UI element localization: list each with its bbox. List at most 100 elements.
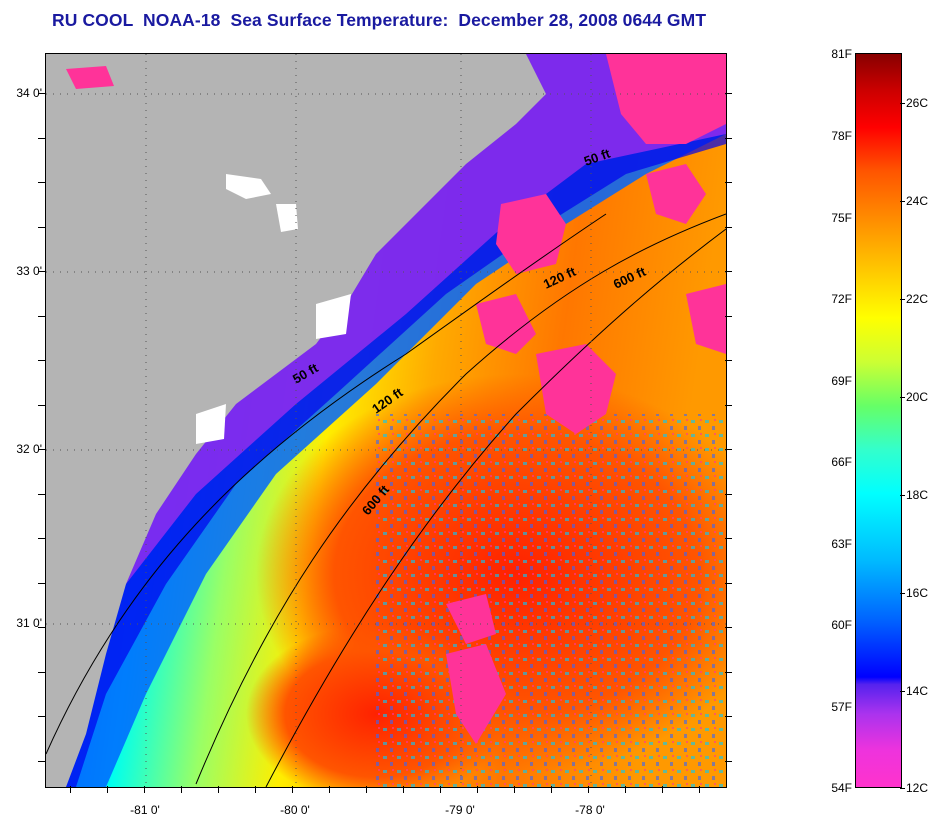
lat-label-31: 31 0' — [16, 616, 42, 630]
nodata-patch-1 — [226, 174, 271, 199]
colorbar-f-label: 75F — [831, 211, 852, 225]
land-mass — [46, 54, 546, 787]
colorbar-c-label: 22C — [906, 292, 929, 306]
axis-tick — [38, 627, 45, 628]
axis-tick — [38, 360, 45, 361]
colorbar-c-label: 18C — [906, 488, 929, 502]
axis-tick — [38, 227, 45, 228]
cloud-patch-1 — [496, 194, 566, 274]
axis-tick — [725, 316, 732, 317]
cloud-patch-2 — [476, 294, 536, 354]
axis-tick — [38, 761, 45, 762]
axis-tick — [588, 786, 589, 793]
colorbar-tick — [900, 397, 905, 398]
axis-tick — [329, 786, 330, 793]
colorbar-f-label: 63F — [831, 537, 852, 551]
axis-tick — [38, 494, 45, 495]
axis-tick — [725, 761, 732, 762]
nodata-patch-4 — [196, 404, 226, 444]
lon-label-79: -79 0' — [445, 803, 475, 817]
nodata-patch-2 — [276, 204, 298, 232]
colorbar-c-label: 14C — [906, 684, 929, 698]
colorbar-c-label: 12C — [906, 781, 929, 795]
axis-tick — [181, 786, 182, 793]
axis-tick — [38, 716, 45, 717]
axis-tick — [725, 405, 732, 406]
colorbar-f-label: 54F — [831, 781, 852, 795]
axis-tick — [699, 786, 700, 793]
axis-tick — [725, 360, 732, 361]
axis-tick — [725, 138, 732, 139]
colorbar-c-label: 26C — [906, 96, 929, 110]
axis-tick — [725, 672, 732, 673]
axis-tick — [292, 786, 293, 793]
contour-50ft — [46, 213, 607, 755]
colorbar-f-label: 81F — [831, 47, 852, 61]
axis-tick — [725, 716, 732, 717]
cloud-patch-8 — [66, 66, 114, 89]
axis-tick — [38, 405, 45, 406]
axis-tick — [38, 271, 45, 272]
lat-label-33: 33 0' — [16, 264, 42, 278]
axis-tick — [725, 271, 732, 272]
axis-tick — [38, 449, 45, 450]
colorbar-c-label: 20C — [906, 390, 929, 404]
sst-map-canvas: 50 ft 120 ft 600 ft 50 ft 120 ft 600 ft — [46, 54, 726, 787]
axis-tick — [477, 786, 478, 793]
axis-tick — [38, 583, 45, 584]
axis-tick — [144, 786, 145, 793]
temperature-colorbar — [855, 53, 902, 788]
colorbar-tick — [900, 593, 905, 594]
sst-map[interactable]: 50 ft 120 ft 600 ft 50 ft 120 ft 600 ft — [45, 53, 727, 788]
cloud-patch-ne — [606, 54, 726, 144]
colorbar-f-label: 60F — [831, 618, 852, 632]
colorbar-tick — [900, 495, 905, 496]
colorbar-tick — [900, 103, 905, 104]
nodata-patch-3 — [316, 294, 351, 339]
axis-tick — [366, 786, 367, 793]
axis-tick — [725, 583, 732, 584]
axis-tick — [38, 93, 45, 94]
axis-tick — [38, 138, 45, 139]
colorbar-tick — [900, 788, 905, 789]
axis-tick — [70, 786, 71, 793]
lon-label-78: -78 0' — [575, 803, 605, 817]
axis-tick — [38, 316, 45, 317]
axis-tick — [725, 182, 732, 183]
colorbar-tick — [900, 201, 905, 202]
axis-tick — [38, 538, 45, 539]
axis-tick — [551, 786, 552, 793]
axis-tick — [38, 672, 45, 673]
contour-600ft — [265, 228, 726, 787]
axis-tick — [403, 786, 404, 793]
axis-tick — [218, 786, 219, 793]
lon-label-80: -80 0' — [280, 803, 310, 817]
colorbar-c-label: 24C — [906, 194, 929, 208]
axis-tick — [725, 227, 732, 228]
colorbar-c-label: 16C — [906, 586, 929, 600]
axis-tick — [725, 627, 732, 628]
colorbar-f-label: 57F — [831, 700, 852, 714]
frontal-noise — [376, 414, 726, 787]
colorbar-tick — [900, 691, 905, 692]
cloud-patch-7 — [686, 284, 726, 354]
axis-tick — [255, 786, 256, 793]
axis-tick — [38, 182, 45, 183]
axis-tick — [725, 93, 732, 94]
axis-tick — [625, 786, 626, 793]
lat-label-34: 34 0' — [16, 86, 42, 100]
axis-tick — [725, 449, 732, 450]
lon-label-81: -81 0' — [130, 803, 160, 817]
axis-tick — [662, 786, 663, 793]
colorbar-f-label: 72F — [831, 292, 852, 306]
colorbar-f-label: 66F — [831, 455, 852, 469]
colorbar-f-label: 69F — [831, 374, 852, 388]
cloud-patch-6 — [646, 164, 706, 224]
axis-tick — [440, 786, 441, 793]
contour-120ft — [195, 213, 726, 785]
colorbar-tick — [900, 299, 905, 300]
lat-label-32: 32 0' — [16, 442, 42, 456]
axis-tick — [107, 786, 108, 793]
colorbar-f-label: 78F — [831, 129, 852, 143]
cloud-patch-3 — [536, 344, 616, 434]
